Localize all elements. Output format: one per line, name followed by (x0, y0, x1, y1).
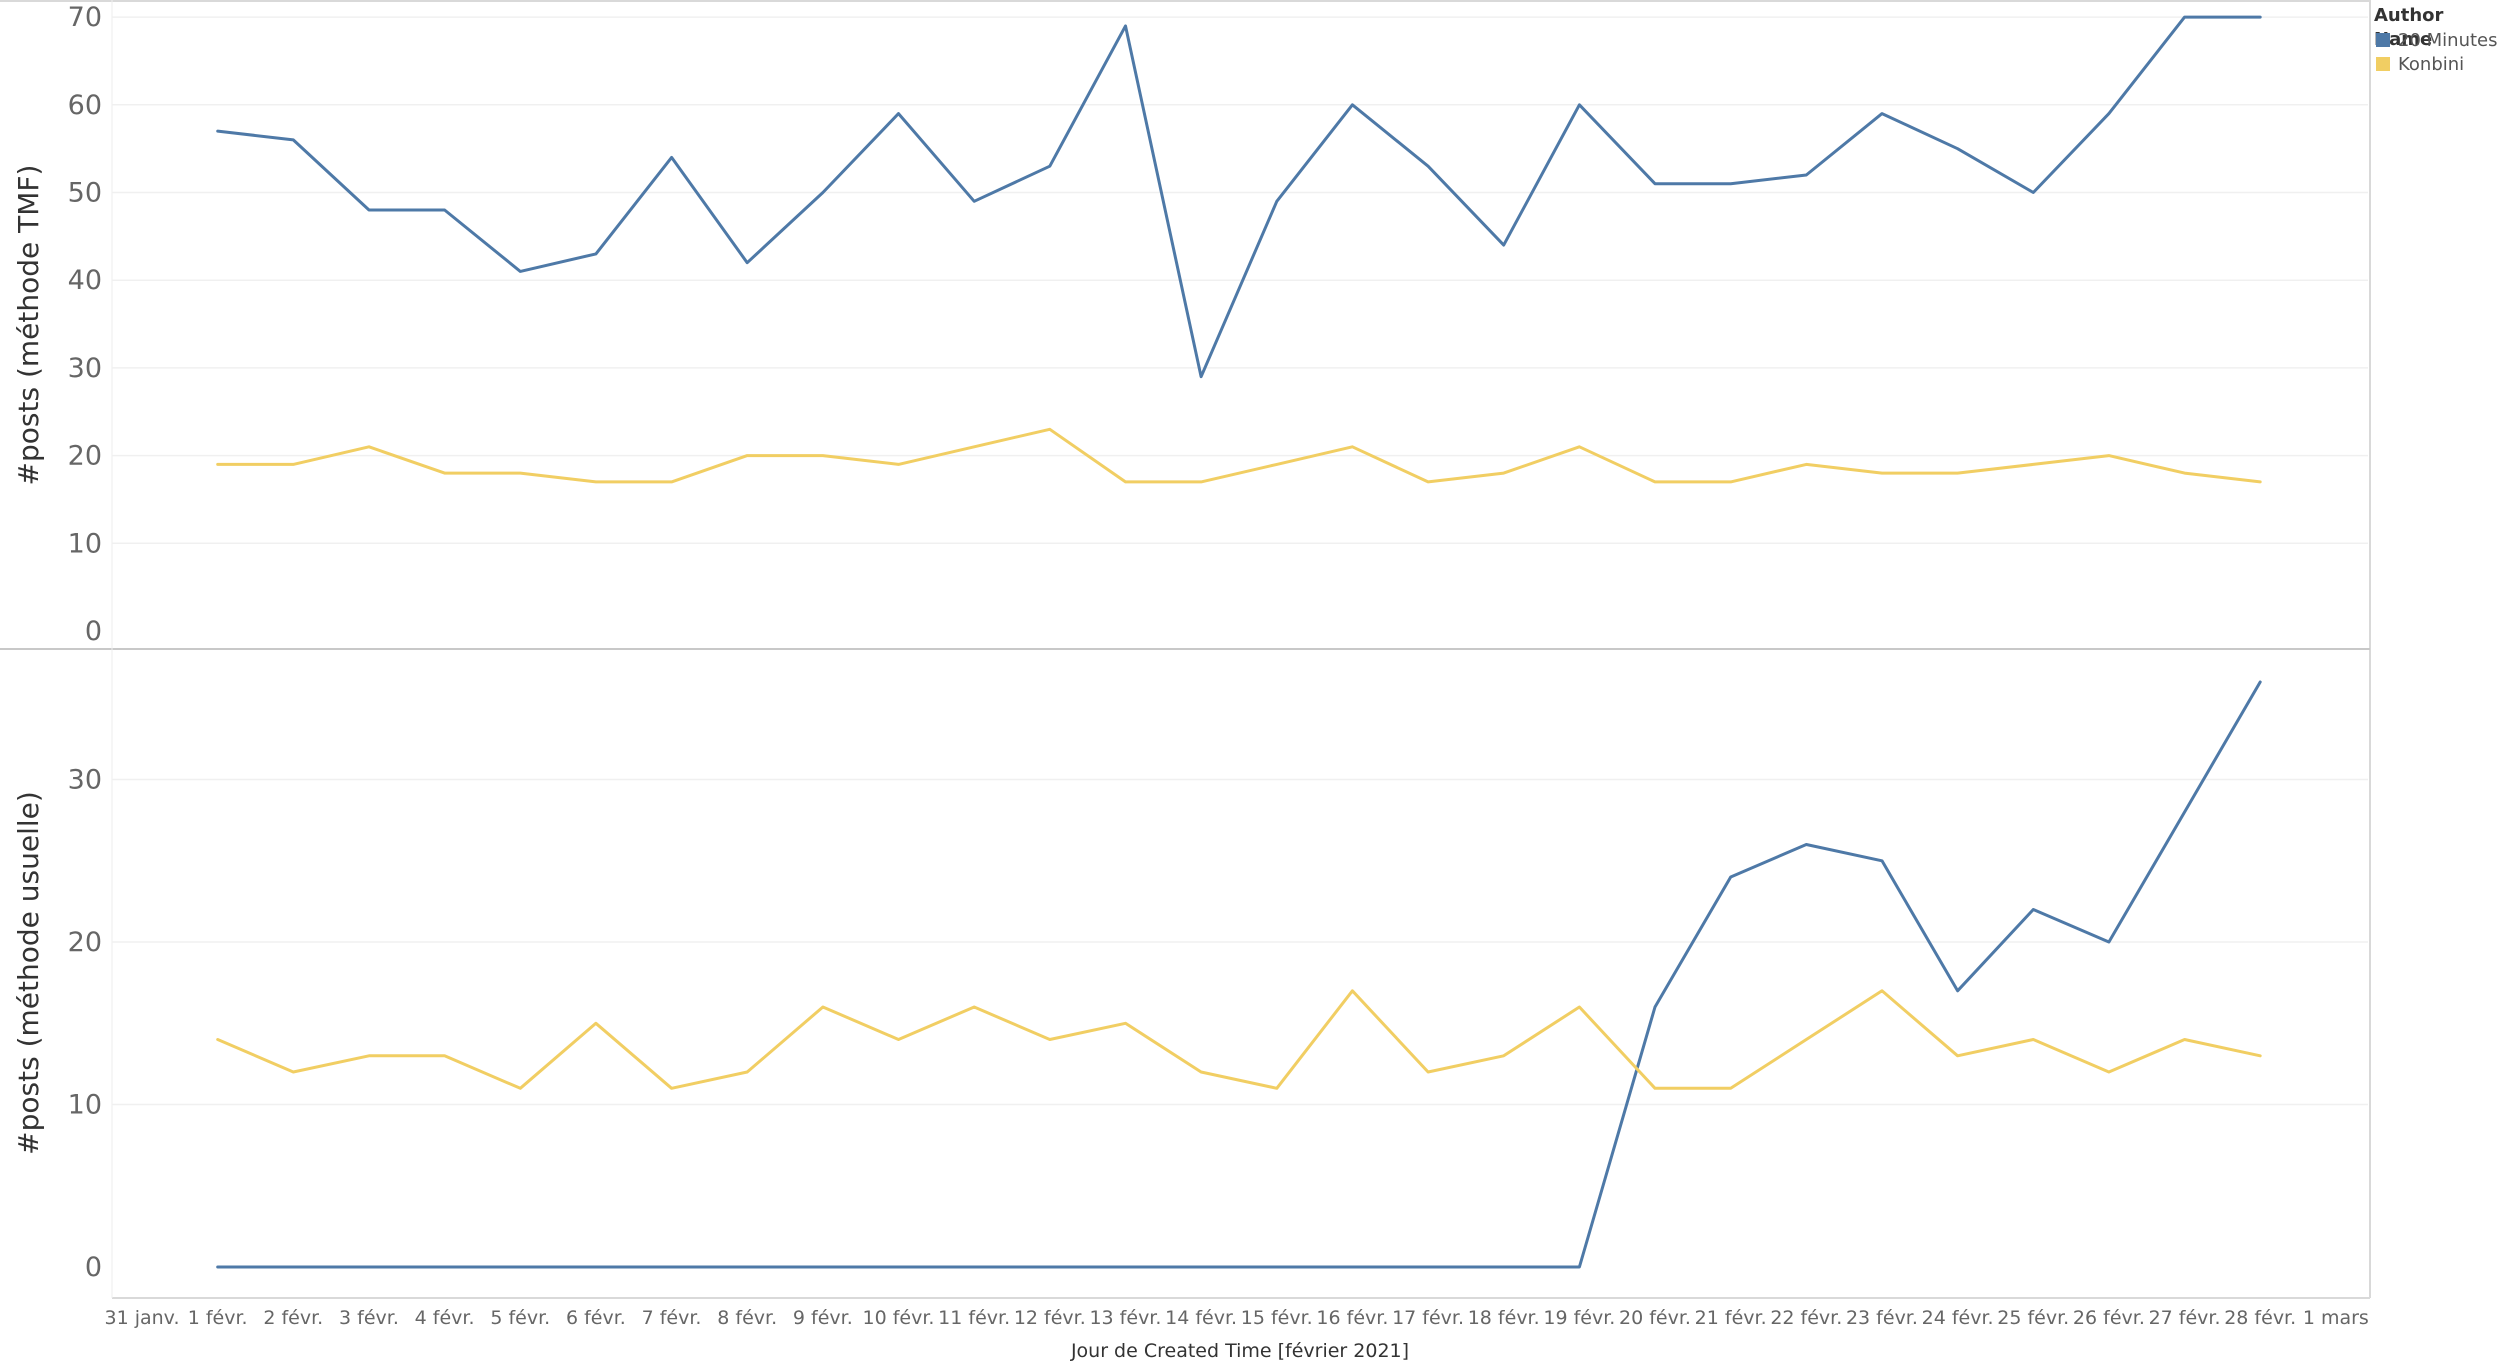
x-tick-label: 2 févr. (263, 1307, 323, 1329)
y-tick-label: 60 (68, 90, 102, 121)
x-tick-label: 10 févr. (863, 1307, 935, 1329)
x-tick-label: 1 mars (2303, 1307, 2369, 1329)
x-tick-label: 15 févr. (1241, 1307, 1313, 1329)
y-tick-label: 10 (68, 1090, 102, 1121)
y-tick-label: 40 (68, 265, 102, 296)
y-tick-label: 30 (68, 765, 102, 796)
x-tick-label: 21 févr. (1695, 1307, 1767, 1329)
x-tick-label: 6 févr. (566, 1307, 626, 1329)
y-axis-label-top: #posts (méthode TMF) (12, 165, 45, 486)
x-tick-label: 3 févr. (339, 1307, 399, 1329)
x-tick-label: 25 févr. (1997, 1307, 2069, 1329)
x-tick-label: 11 févr. (938, 1307, 1010, 1329)
x-tick-label: 1 févr. (188, 1307, 248, 1329)
y-tick-label: 0 (85, 1252, 102, 1283)
x-tick-label: 16 févr. (1316, 1307, 1388, 1329)
y-tick-label: 0 (85, 616, 102, 647)
y-tick-label: 30 (68, 353, 102, 384)
series-line-konbini[interactable] (216, 427, 2262, 484)
x-tick-label: 14 févr. (1165, 1307, 1237, 1329)
legend-item-20-minutes[interactable]: 20 Minutes (2374, 28, 2506, 52)
x-tick-label: 4 févr. (415, 1307, 475, 1329)
legend-item-konbini[interactable]: Konbini (2374, 52, 2506, 76)
x-tick-label: 17 févr. (1392, 1307, 1464, 1329)
y-axis-label-bottom: #posts (méthode usuelle) (12, 791, 45, 1155)
series-line-20-minutes[interactable] (216, 15, 2262, 379)
x-tick-label: 28 févr. (2224, 1307, 2296, 1329)
legend-title: Author Name (2374, 5, 2444, 50)
legend-swatch-20-minutes (2376, 33, 2390, 47)
x-tick-label: 7 févr. (642, 1307, 702, 1329)
tick-layer: 0 10 20 30 40 50 60 70 0 10 20 30 31 janv. 1 févr. 2 f… (68, 2, 2369, 1329)
y-tick-label: 20 (68, 927, 102, 958)
legend: Author Name 20 Minutes Konbini (2374, 4, 2506, 76)
x-tick-label: 31 janv. (105, 1307, 180, 1329)
x-tick-label: 24 févr. (1922, 1307, 1994, 1329)
x-tick-label: 22 févr. (1770, 1307, 1842, 1329)
grid-layer (112, 16, 2368, 1106)
x-tick-label: 5 févr. (490, 1307, 550, 1329)
legend-label: Konbini (2398, 53, 2465, 75)
y-tick-label: 20 (68, 441, 102, 472)
x-axis-title: Jour de Created Time [février 2021] (1070, 1340, 1409, 1362)
x-tick-label: 20 févr. (1619, 1307, 1691, 1329)
x-tick-label: 13 févr. (1089, 1307, 1161, 1329)
y-tick-label: 10 (68, 528, 102, 559)
x-tick-label: 27 févr. (2149, 1307, 2221, 1329)
legend-swatch-konbini (2376, 57, 2390, 71)
series-line-20-minutes[interactable] (216, 680, 2262, 1269)
x-tick-label: 12 févr. (1014, 1307, 1086, 1329)
series-layer (216, 15, 2262, 1269)
x-tick-label: 23 févr. (1846, 1307, 1918, 1329)
x-tick-label: 18 févr. (1468, 1307, 1540, 1329)
x-tick-label: 19 févr. (1543, 1307, 1615, 1329)
x-tick-label: 26 févr. (2073, 1307, 2145, 1329)
x-tick-label: 9 févr. (793, 1307, 853, 1329)
y-tick-label: 50 (68, 178, 102, 209)
series-line-konbini[interactable] (216, 989, 2262, 1090)
x-tick-label: 8 févr. (717, 1307, 777, 1329)
y-tick-label: 70 (68, 2, 102, 33)
legend-label: 20 Minutes (2398, 29, 2498, 51)
